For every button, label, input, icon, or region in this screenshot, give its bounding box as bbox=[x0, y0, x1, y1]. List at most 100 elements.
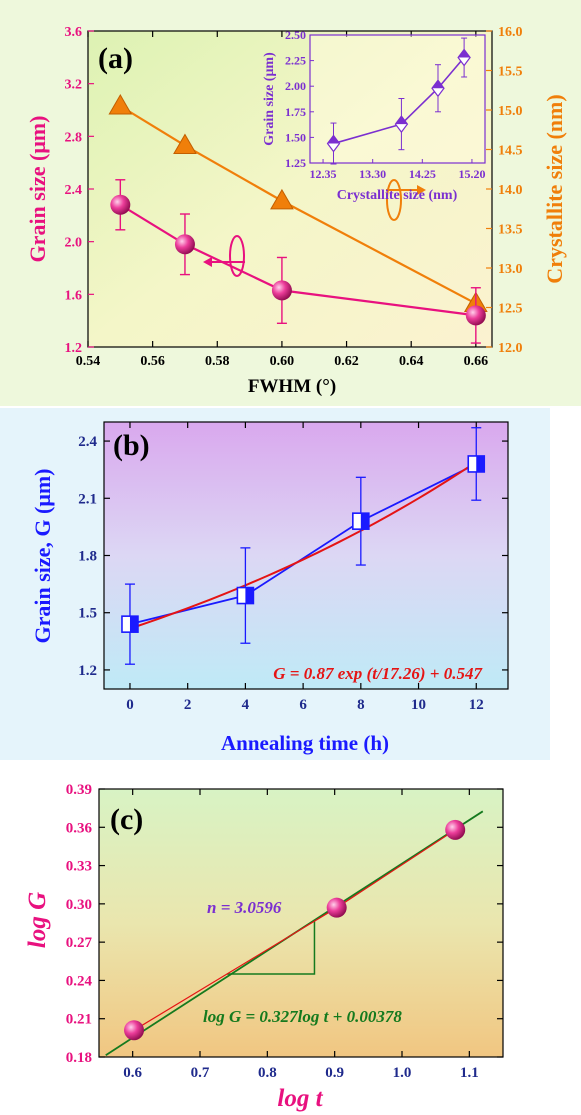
panel-b-axes: 0 2 4 6 8 10 12 1.2 1.5 1.8 2.1 2.4 bbox=[78, 422, 508, 713]
panel-c-ytick-label: 0.36 bbox=[66, 820, 93, 836]
panel-b-ytick-label: 1.8 bbox=[78, 549, 97, 565]
inset-ytick-label: 1.25 bbox=[285, 156, 306, 170]
panel-b-ytick-label: 1.2 bbox=[78, 663, 97, 679]
panel-c-ytick-label: 0.27 bbox=[66, 935, 93, 951]
panel-b-ytick-label: 1.5 bbox=[78, 606, 97, 622]
panel-a-ytick-right-label: 14.5 bbox=[498, 144, 523, 159]
panel-b-data bbox=[121, 427, 486, 665]
inset-chart: 12.35 13.30 14.25 15.20 1.25 1.50 1.75 2.00 2.25… bbox=[262, 28, 486, 203]
panel-c-axes: 0.6 0.7 0.8 0.9 1.0 1.1 0.18 0.21 0.24 0.27 0.30 0.… bbox=[66, 782, 503, 1081]
grain-size-line bbox=[119, 203, 476, 317]
panel-c-xtick-label: 1.1 bbox=[460, 1065, 479, 1081]
panel-c-ytick-label: 0.21 bbox=[66, 1012, 92, 1028]
inset-data bbox=[326, 37, 471, 165]
grain-size-time-point-fill bbox=[360, 513, 369, 530]
panel-b-equation: G = 0.87 exp (t/17.26) + 0.547 bbox=[273, 664, 483, 683]
panel-a-ytick-right-label: 13.5 bbox=[498, 223, 523, 238]
panel-a-ytick-right-label: 16.0 bbox=[498, 25, 523, 40]
panel-c-xtick-label: 0.7 bbox=[191, 1065, 210, 1081]
grain-size-point bbox=[271, 280, 292, 301]
slope-triangle bbox=[226, 919, 316, 975]
panel-a-xtick-label: 0.56 bbox=[140, 354, 165, 369]
crystallite-size-point bbox=[173, 133, 197, 155]
panel-a-ytick-right-label: 14.0 bbox=[498, 183, 523, 198]
panel-a-xtick-label: 0.58 bbox=[205, 354, 230, 369]
panel-a: 0.54 0.56 0.58 0.60 0.62 0.64 0.66 1.2 1.6 2.0 2.4… bbox=[0, 0, 581, 406]
inset-ytick-label: 1.50 bbox=[285, 130, 306, 144]
grain-size-time-point-fill bbox=[476, 455, 485, 472]
panel-c-ytick-label: 0.33 bbox=[66, 859, 92, 875]
grain-size-time-line bbox=[129, 463, 477, 626]
panel-c-ytick-label: 0.39 bbox=[66, 782, 92, 798]
inset-ytick-label: 1.75 bbox=[285, 105, 306, 119]
inset-xtick-label: 15.20 bbox=[458, 167, 485, 181]
inset-axes: 12.35 13.30 14.25 15.20 1.25 1.50 1.75 2.00 2.25… bbox=[285, 28, 485, 181]
grain-size-time-point-fill bbox=[129, 616, 138, 633]
log-data-point bbox=[124, 1020, 145, 1041]
panel-b-xtick-label: 4 bbox=[242, 697, 250, 713]
panel-a-ylabel-left: Grain size (μm) bbox=[25, 116, 50, 263]
panel-a-ytick-left-label: 1.2 bbox=[65, 341, 83, 356]
panel-c-slope-label: n = 3.0596 bbox=[207, 898, 282, 917]
panel-c-ylabel: log G bbox=[24, 892, 51, 948]
panel-b-xtick-label: 6 bbox=[299, 697, 307, 713]
panel-a-ytick-right-label: 15.5 bbox=[498, 65, 523, 80]
panel-a-ytick-left-label: 2.4 bbox=[65, 183, 83, 198]
inset-ytick-label: 2.25 bbox=[285, 54, 306, 68]
panel-a-xtick-label: 0.54 bbox=[76, 354, 101, 369]
crystallite-size-point bbox=[108, 94, 133, 115]
inset-xtick-label: 14.25 bbox=[409, 167, 436, 181]
panel-b-xlabel: Annealing time (h) bbox=[221, 731, 389, 755]
panel-b-xtick-label: 12 bbox=[469, 697, 484, 713]
panel-c-xtick-label: 1.0 bbox=[393, 1065, 412, 1081]
panel-c: 0.6 0.7 0.8 0.9 1.0 1.1 0.18 0.21 0.24 0.27 0.30 0.… bbox=[0, 762, 550, 1115]
grain-size-point bbox=[174, 234, 195, 255]
panel-a-ytick-left-label: 2.8 bbox=[65, 130, 83, 145]
inset-point-fill bbox=[327, 135, 340, 144]
panel-a-ytick-left-label: 2.0 bbox=[65, 236, 83, 251]
fit-curve bbox=[129, 461, 477, 630]
panel-b-label: (b) bbox=[113, 429, 150, 462]
panel-c-plot-area bbox=[98, 788, 504, 1058]
panel-a-ytick-right-label: 12.0 bbox=[498, 341, 523, 356]
panel-a-ytick-left-label: 3.2 bbox=[65, 78, 83, 93]
inset-xlabel: Crystallite size (nm) bbox=[337, 188, 458, 203]
log-data-point bbox=[445, 819, 466, 840]
panel-c-label: (c) bbox=[110, 803, 143, 836]
panel-c-xtick-label: 0.6 bbox=[123, 1065, 142, 1081]
inset-xtick-label: 12.35 bbox=[310, 167, 337, 181]
panel-a-xtick-label: 0.64 bbox=[399, 354, 424, 369]
inset-ytick-label: 2.50 bbox=[285, 28, 306, 42]
panel-b: 0 2 4 6 8 10 12 1.2 1.5 1.8 2.1 2.4 (b) Annealing t… bbox=[0, 408, 550, 760]
log-data-point bbox=[326, 897, 347, 918]
grain-size-point bbox=[110, 194, 131, 215]
panel-a-ytick-right-label: 13.0 bbox=[498, 262, 523, 277]
panel-b-xtick-label: 2 bbox=[184, 697, 192, 713]
panel-c-ytick-label: 0.30 bbox=[66, 897, 92, 913]
panel-c-ytick-label: 0.24 bbox=[66, 973, 93, 989]
panel-b-xtick-label: 10 bbox=[411, 697, 426, 713]
panel-c-xlabel: log t bbox=[277, 1085, 323, 1112]
panel-c-xtick-label: 0.8 bbox=[258, 1065, 277, 1081]
inset-ytick-label: 2.00 bbox=[285, 79, 306, 93]
right-axis-indicator bbox=[386, 179, 426, 221]
inset-point-fill bbox=[431, 80, 444, 89]
grain-size-time-point-fill bbox=[245, 587, 254, 604]
crystallite-size-line bbox=[119, 105, 477, 305]
panel-a-axes: 0.54 0.56 0.58 0.60 0.62 0.64 0.66 1.2 1.6 2.0 2.4… bbox=[65, 25, 523, 369]
grain-size-point bbox=[465, 305, 486, 326]
panel-b-ytick-label: 2.4 bbox=[78, 434, 97, 450]
panel-c-ytick-label: 0.18 bbox=[66, 1050, 92, 1066]
panel-a-xtick-label: 0.62 bbox=[334, 354, 359, 369]
panel-b-ytick-label: 2.1 bbox=[78, 491, 97, 507]
inset-ylabel: Grain size (μm) bbox=[262, 52, 277, 146]
inset-point-fill bbox=[395, 116, 408, 125]
panel-a-xtick-label: 0.66 bbox=[464, 354, 489, 369]
panel-a-data bbox=[108, 94, 488, 344]
panel-a-xtick-label: 0.60 bbox=[270, 354, 295, 369]
inset-line bbox=[333, 57, 465, 145]
panel-a-ytick-right-label: 12.5 bbox=[498, 302, 523, 317]
panel-b-ylabel: Grain size, G (μm) bbox=[30, 469, 55, 644]
crystallite-size-point bbox=[270, 188, 294, 210]
